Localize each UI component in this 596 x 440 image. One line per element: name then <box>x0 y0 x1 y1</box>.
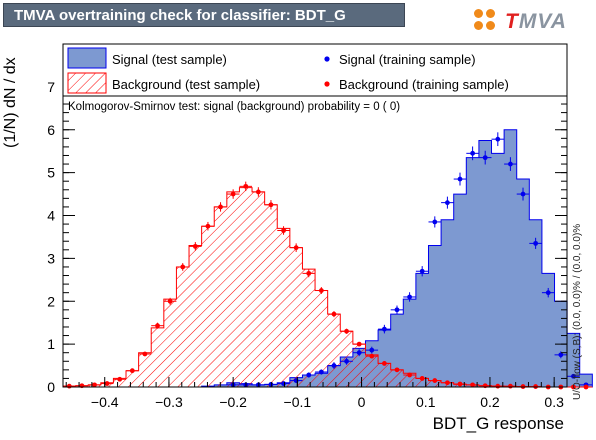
background-train-point <box>180 264 186 270</box>
background-train-point <box>432 378 438 383</box>
legend-background-test-swatch <box>67 72 107 94</box>
x-axis-label: BDT_G response <box>432 414 564 433</box>
background-train-point <box>344 328 349 334</box>
background-train-point <box>230 191 236 197</box>
signal-train-point <box>482 155 488 161</box>
chart-title: TMVA overtraining check for classifier: … <box>14 7 346 24</box>
background-train-point <box>470 382 476 388</box>
signal-train-point <box>318 369 324 375</box>
signal-train-point <box>381 326 387 332</box>
background-train-point <box>255 189 261 195</box>
x-tick-label: −0.2 <box>219 394 247 410</box>
background-train-point <box>268 202 274 208</box>
background-train-point <box>167 298 173 304</box>
y-tick-label: 6 <box>47 122 55 138</box>
signal-train-point <box>495 136 501 142</box>
legend-signal-train-marker <box>324 56 330 62</box>
signal-train-point <box>520 191 526 197</box>
background-train-point <box>495 383 501 389</box>
background-train-point <box>117 376 123 382</box>
legend-signal-train-label: Signal (training sample) <box>339 52 476 67</box>
background-train-point <box>508 383 513 389</box>
background-train-point <box>394 367 400 373</box>
signal-train-point <box>268 382 274 387</box>
background-train-point <box>243 183 249 189</box>
x-tick-label: −0.3 <box>155 394 183 410</box>
signal-train-point <box>419 268 425 274</box>
signal-train-point <box>533 240 539 246</box>
background-train-point <box>331 311 337 317</box>
legend-background-train-label: Background (training sample) <box>339 77 509 92</box>
background-train-point <box>356 341 362 347</box>
legend-signal-test-label: Signal (test sample) <box>112 52 227 67</box>
y-tick-label: 4 <box>47 208 55 224</box>
signal-train-point <box>444 200 450 206</box>
signal-train-point <box>356 350 362 356</box>
signal-train-point <box>344 358 349 364</box>
background-train-point <box>281 228 286 233</box>
signal-train-point <box>369 347 375 353</box>
background-train-point <box>583 384 589 390</box>
tmva-logo: TMVA <box>470 7 590 37</box>
legend-background-test-label: Background (test sample) <box>112 77 261 92</box>
background-train-point <box>407 372 412 378</box>
signal-train-point <box>470 150 476 156</box>
y-tick-label: 0 <box>47 379 55 395</box>
y-tick-label: 7 <box>47 79 55 95</box>
legend-signal-test-swatch <box>67 47 107 69</box>
background-train-point <box>306 270 312 276</box>
background-train-point <box>318 288 324 293</box>
title-box: TMVA overtraining check for classifier: … <box>3 3 405 27</box>
ks-test-text: Kolmogorov-Smirnov test: signal (backgro… <box>68 101 401 113</box>
background-train-point <box>142 351 148 357</box>
legend-background-train-marker <box>324 81 330 87</box>
legend-box <box>62 43 568 97</box>
background-train-point <box>218 204 223 210</box>
signal-train-point <box>545 290 551 296</box>
signal-train-point <box>558 352 564 358</box>
y-tick-label: 2 <box>47 293 55 309</box>
background-train-point <box>571 384 576 390</box>
background-train-point <box>457 381 463 387</box>
signal-train-point <box>394 307 400 313</box>
x-tick-label: −0.1 <box>284 394 312 410</box>
background-train-point <box>293 245 299 251</box>
signal-train-point <box>457 176 463 182</box>
y-tick-label: 3 <box>47 250 55 266</box>
background-train-point <box>369 353 375 359</box>
y-axis-label: (1/N) dN / dx <box>2 57 19 148</box>
signal-train-point <box>331 363 337 368</box>
y-tick-label: 1 <box>47 336 55 352</box>
signal-train-point <box>281 381 286 386</box>
signal-train-point <box>571 373 576 379</box>
x-tick-label: 0 <box>358 394 366 410</box>
x-tick-label: 0.1 <box>416 394 436 410</box>
signal-train-point <box>407 294 412 300</box>
signal-train-point <box>508 161 513 167</box>
x-tick-label: −0.4 <box>91 394 119 410</box>
signal-train-point <box>432 219 438 225</box>
background-train-point <box>155 323 160 329</box>
overflow-note: U/O-flow (S,B): (0.0, 0.0)% / (0.0, 0.0)… <box>572 223 583 400</box>
signal-train-point <box>306 372 312 378</box>
background-train-point <box>104 381 110 386</box>
background-train-point <box>129 368 135 374</box>
background-train-point <box>419 376 425 381</box>
background-train-point <box>381 361 387 366</box>
x-tick-label: 0.3 <box>544 394 564 410</box>
background-train-point <box>205 223 211 229</box>
background-train-point <box>444 380 450 386</box>
background-train-point <box>192 243 198 249</box>
background-train-point <box>66 383 72 389</box>
logo-text: TMVA <box>505 10 567 33</box>
background-train-point <box>92 382 97 388</box>
x-tick-label: 0.2 <box>480 394 500 410</box>
y-tick-label: 5 <box>47 165 55 181</box>
